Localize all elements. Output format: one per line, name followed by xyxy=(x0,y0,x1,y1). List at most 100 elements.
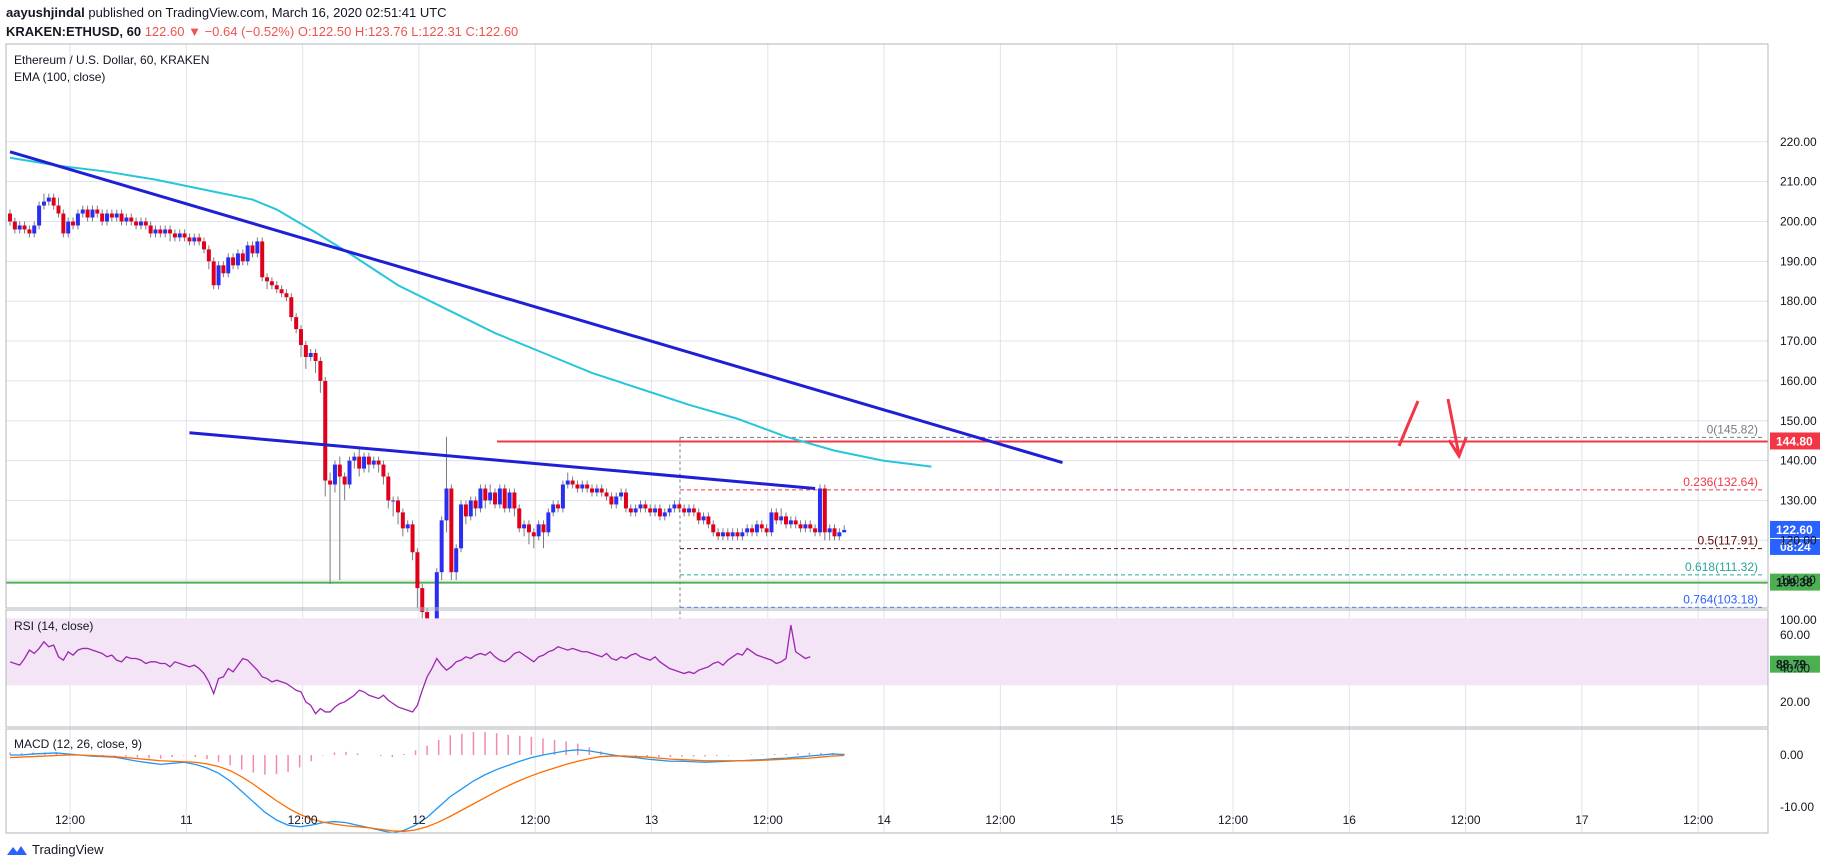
time-tick-label: 11 xyxy=(180,813,193,827)
fibonacci-retracement[interactable]: 0(145.82) 0.236(132.64) 0.5(117.91) 0.618(1… xyxy=(679,422,1762,661)
candle-body xyxy=(788,520,793,525)
candle-body xyxy=(265,277,270,282)
candle-body xyxy=(284,293,289,298)
candle-body xyxy=(260,241,265,278)
candle-body xyxy=(536,524,541,537)
price-tick-label: 120.00 xyxy=(1780,533,1817,547)
candle-body xyxy=(357,456,362,469)
symbol[interactable]: KRAKEN:ETHUSD, 60 xyxy=(6,24,142,39)
last-price-tag xyxy=(1770,520,1820,538)
candle-body xyxy=(672,504,677,509)
candle-body xyxy=(420,588,425,613)
horizontal-level-tag xyxy=(1770,655,1820,673)
time-tick-label: 12:00 xyxy=(1683,813,1713,827)
candle-body xyxy=(66,221,71,234)
candle-body xyxy=(439,520,444,573)
candle-body xyxy=(551,504,556,513)
candle-body xyxy=(90,209,95,218)
countdown-tag xyxy=(1770,538,1820,555)
candle-body xyxy=(822,488,827,533)
candle-body xyxy=(56,205,61,214)
price-tick-label: 110.00 xyxy=(1780,573,1816,587)
candle-body xyxy=(308,353,313,357)
macd-tick-label: -10.00 xyxy=(1780,800,1814,814)
countdown-tag-text: 08:24 xyxy=(1780,540,1811,554)
candle-body xyxy=(202,241,206,250)
candle-body xyxy=(332,464,337,485)
candle-body xyxy=(8,213,12,222)
candle-body xyxy=(706,516,711,525)
candle-body xyxy=(279,289,284,294)
macd-pane xyxy=(9,732,845,834)
candle-body xyxy=(197,237,202,242)
candle-body xyxy=(701,516,706,521)
candle-body xyxy=(381,464,386,477)
candle-body xyxy=(405,524,410,529)
candle-body xyxy=(750,528,755,533)
candle-body xyxy=(158,229,163,234)
candle-body xyxy=(187,237,192,242)
time-tick-label: 12:00 xyxy=(985,813,1015,827)
candle-body xyxy=(720,532,725,537)
ohlc-values: O:122.50 H:123.76 L:122.31 C:122.60 xyxy=(297,24,519,39)
candle-body xyxy=(667,508,672,513)
candle-body xyxy=(590,488,594,493)
candle-body xyxy=(662,512,667,517)
candle-body xyxy=(609,496,614,505)
time-tick-label: 17 xyxy=(1575,813,1589,827)
pane-labels: Ethereum / U.S. Dollar, 60, KRAKEN EMA (… xyxy=(14,53,209,751)
candle-body xyxy=(168,229,173,234)
candle-body xyxy=(575,484,580,489)
candle-body xyxy=(817,488,822,533)
candle-body xyxy=(793,520,798,525)
macd-tick-label: 0.00 xyxy=(1780,748,1804,762)
candle-body xyxy=(366,456,371,465)
candle-body xyxy=(502,488,507,509)
macd-signal-line xyxy=(9,754,845,833)
trendlines[interactable] xyxy=(9,150,1063,490)
candle-body xyxy=(565,480,570,485)
candle-body xyxy=(522,524,527,529)
candle-body xyxy=(798,524,803,529)
candle-body xyxy=(153,229,158,234)
candle-body xyxy=(638,504,643,509)
candle-body xyxy=(657,508,662,517)
price-change: ▼ −0.64 (−0.52%) xyxy=(188,24,295,39)
candle-body xyxy=(614,496,619,505)
author-name[interactable]: aayushjindal xyxy=(6,5,85,20)
candle-body xyxy=(730,532,735,537)
candle-body xyxy=(449,488,454,573)
time-tick-label: 16 xyxy=(1343,813,1357,827)
chart-header: aayushjindal published on TradingView.co… xyxy=(6,3,518,41)
candle-body xyxy=(570,480,575,485)
candle-body xyxy=(832,528,837,537)
time-tick-label: 12:00 xyxy=(55,813,85,827)
price-tick-label: 100.00 xyxy=(1780,613,1817,627)
candle-body xyxy=(560,484,565,509)
candle-body xyxy=(172,233,177,238)
candle-body xyxy=(400,512,405,529)
candle-body xyxy=(12,221,17,230)
time-tick-label: 12:00 xyxy=(1218,813,1248,827)
candle-body xyxy=(313,353,318,361)
candle-body xyxy=(294,317,299,330)
time-tick-label: 14 xyxy=(877,813,891,827)
candle-body xyxy=(80,209,85,214)
candle-body xyxy=(580,484,585,489)
candle-body xyxy=(454,548,459,573)
candle-body xyxy=(192,237,197,242)
candle-body xyxy=(337,464,342,477)
candle-body xyxy=(17,225,22,230)
candle-body xyxy=(619,492,624,497)
candle-body xyxy=(759,524,764,529)
time-tick-label: 15 xyxy=(1110,813,1124,827)
candle-body xyxy=(71,221,76,226)
candle-body xyxy=(682,508,687,513)
candle-body xyxy=(488,492,493,501)
time-tick-label: 13 xyxy=(645,813,659,827)
candle-body xyxy=(85,209,90,218)
candle-body xyxy=(323,380,328,481)
candle-body xyxy=(231,257,236,266)
candle-body xyxy=(299,329,303,346)
